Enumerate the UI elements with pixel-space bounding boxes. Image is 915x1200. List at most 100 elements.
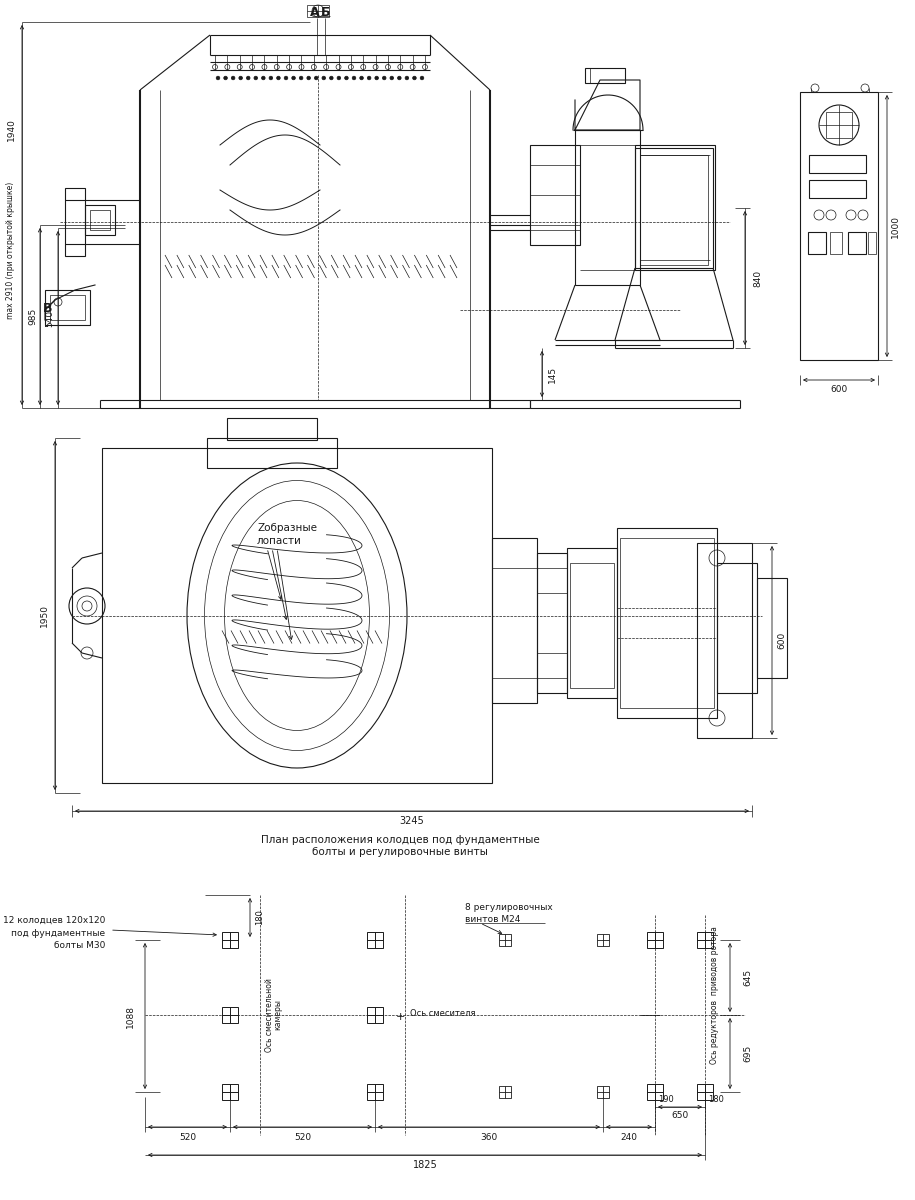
Text: 650: 650 (672, 1110, 689, 1120)
Circle shape (254, 77, 258, 80)
Circle shape (315, 77, 318, 80)
Text: 8 регулировочных: 8 регулировочных (465, 902, 553, 912)
Bar (530, 145, 580, 245)
Text: План расположения колодцев под фундаментные: План расположения колодцев под фундамент… (261, 835, 539, 845)
Text: Ось смесителя: Ось смесителя (410, 1008, 476, 1018)
Bar (207, 438, 337, 468)
Bar (90, 210, 110, 230)
Text: max 2910 (при открытой крышке): max 2910 (при открытой крышке) (6, 181, 16, 319)
Bar (697, 932, 713, 948)
Bar (50, 295, 85, 320)
Text: 1088: 1088 (125, 1004, 135, 1027)
Text: 1950: 1950 (39, 604, 48, 626)
Text: В: В (43, 301, 53, 314)
Bar (499, 1086, 511, 1098)
Circle shape (375, 77, 379, 80)
Circle shape (246, 77, 250, 80)
Text: лопасти: лопасти (257, 536, 302, 546)
Circle shape (216, 77, 220, 80)
Circle shape (322, 77, 326, 80)
Text: 240: 240 (620, 1133, 638, 1141)
Text: 12 колодцев 120х120: 12 колодцев 120х120 (3, 916, 105, 924)
Bar (757, 578, 787, 678)
Bar (85, 205, 115, 235)
Bar (848, 232, 866, 254)
Bar (597, 934, 609, 946)
Circle shape (307, 77, 310, 80)
Text: Ось редукторов  приводов ротора: Ось редукторов приводов ротора (710, 926, 719, 1064)
Bar (222, 1007, 238, 1022)
Circle shape (405, 77, 409, 80)
Circle shape (337, 77, 340, 80)
Bar (697, 1084, 713, 1100)
Bar (868, 232, 876, 254)
Text: 985: 985 (28, 307, 38, 325)
Text: Ось смесительной: Ось смесительной (265, 978, 274, 1052)
Text: 3245: 3245 (400, 816, 425, 826)
Bar (367, 932, 383, 948)
Bar (800, 92, 878, 360)
Text: +: + (395, 1012, 404, 1022)
Bar (697, 542, 752, 738)
Circle shape (360, 77, 363, 80)
Circle shape (382, 77, 386, 80)
Bar (635, 148, 713, 268)
Bar (537, 553, 567, 692)
Bar (647, 1084, 663, 1100)
Circle shape (413, 77, 416, 80)
Text: 145: 145 (548, 366, 557, 383)
Circle shape (231, 77, 235, 80)
Circle shape (367, 77, 371, 80)
Text: винтов М24: винтов М24 (465, 916, 521, 924)
Circle shape (299, 77, 303, 80)
Circle shape (329, 77, 333, 80)
Circle shape (285, 77, 288, 80)
Text: 360: 360 (480, 1133, 498, 1141)
Bar (222, 932, 238, 948)
Text: 600: 600 (778, 632, 787, 649)
Bar (367, 1007, 383, 1022)
Text: 1000: 1000 (890, 215, 899, 238)
Bar (570, 563, 614, 688)
Bar (647, 932, 663, 948)
Bar (585, 68, 625, 83)
Text: 180: 180 (708, 1096, 724, 1104)
Text: болты и регулировочные винты: болты и регулировочные винты (312, 847, 488, 857)
Text: А: А (310, 6, 320, 19)
Text: 600: 600 (831, 385, 847, 395)
Bar (617, 528, 717, 718)
Bar (717, 563, 757, 692)
Text: 1825: 1825 (413, 1160, 437, 1170)
Circle shape (262, 77, 265, 80)
Bar (575, 130, 640, 284)
Circle shape (239, 77, 242, 80)
Text: 190: 190 (658, 1096, 673, 1104)
Text: 520: 520 (294, 1133, 311, 1141)
Text: под фундаментные: под фундаментные (11, 929, 105, 937)
Text: Б: Б (321, 6, 330, 19)
Text: 695: 695 (743, 1045, 752, 1062)
Text: 540: 540 (46, 310, 55, 326)
Bar (492, 538, 537, 703)
Bar (826, 112, 852, 138)
Bar (635, 145, 715, 270)
Bar (808, 232, 826, 254)
Bar (830, 232, 842, 254)
Text: 645: 645 (743, 968, 752, 986)
Bar (227, 418, 317, 440)
Circle shape (420, 77, 424, 80)
Text: Zобразные: Zобразные (257, 523, 317, 533)
Bar (620, 538, 714, 708)
Bar (367, 1084, 383, 1100)
Text: 1940: 1940 (6, 119, 16, 142)
Circle shape (269, 77, 273, 80)
Circle shape (390, 77, 393, 80)
Text: камеры: камеры (273, 1000, 282, 1031)
Circle shape (292, 77, 296, 80)
Text: болты М30: болты М30 (54, 941, 105, 949)
Text: 180: 180 (255, 910, 264, 925)
Bar (809, 180, 866, 198)
Bar (499, 934, 511, 946)
Circle shape (397, 77, 401, 80)
Bar (65, 188, 85, 256)
